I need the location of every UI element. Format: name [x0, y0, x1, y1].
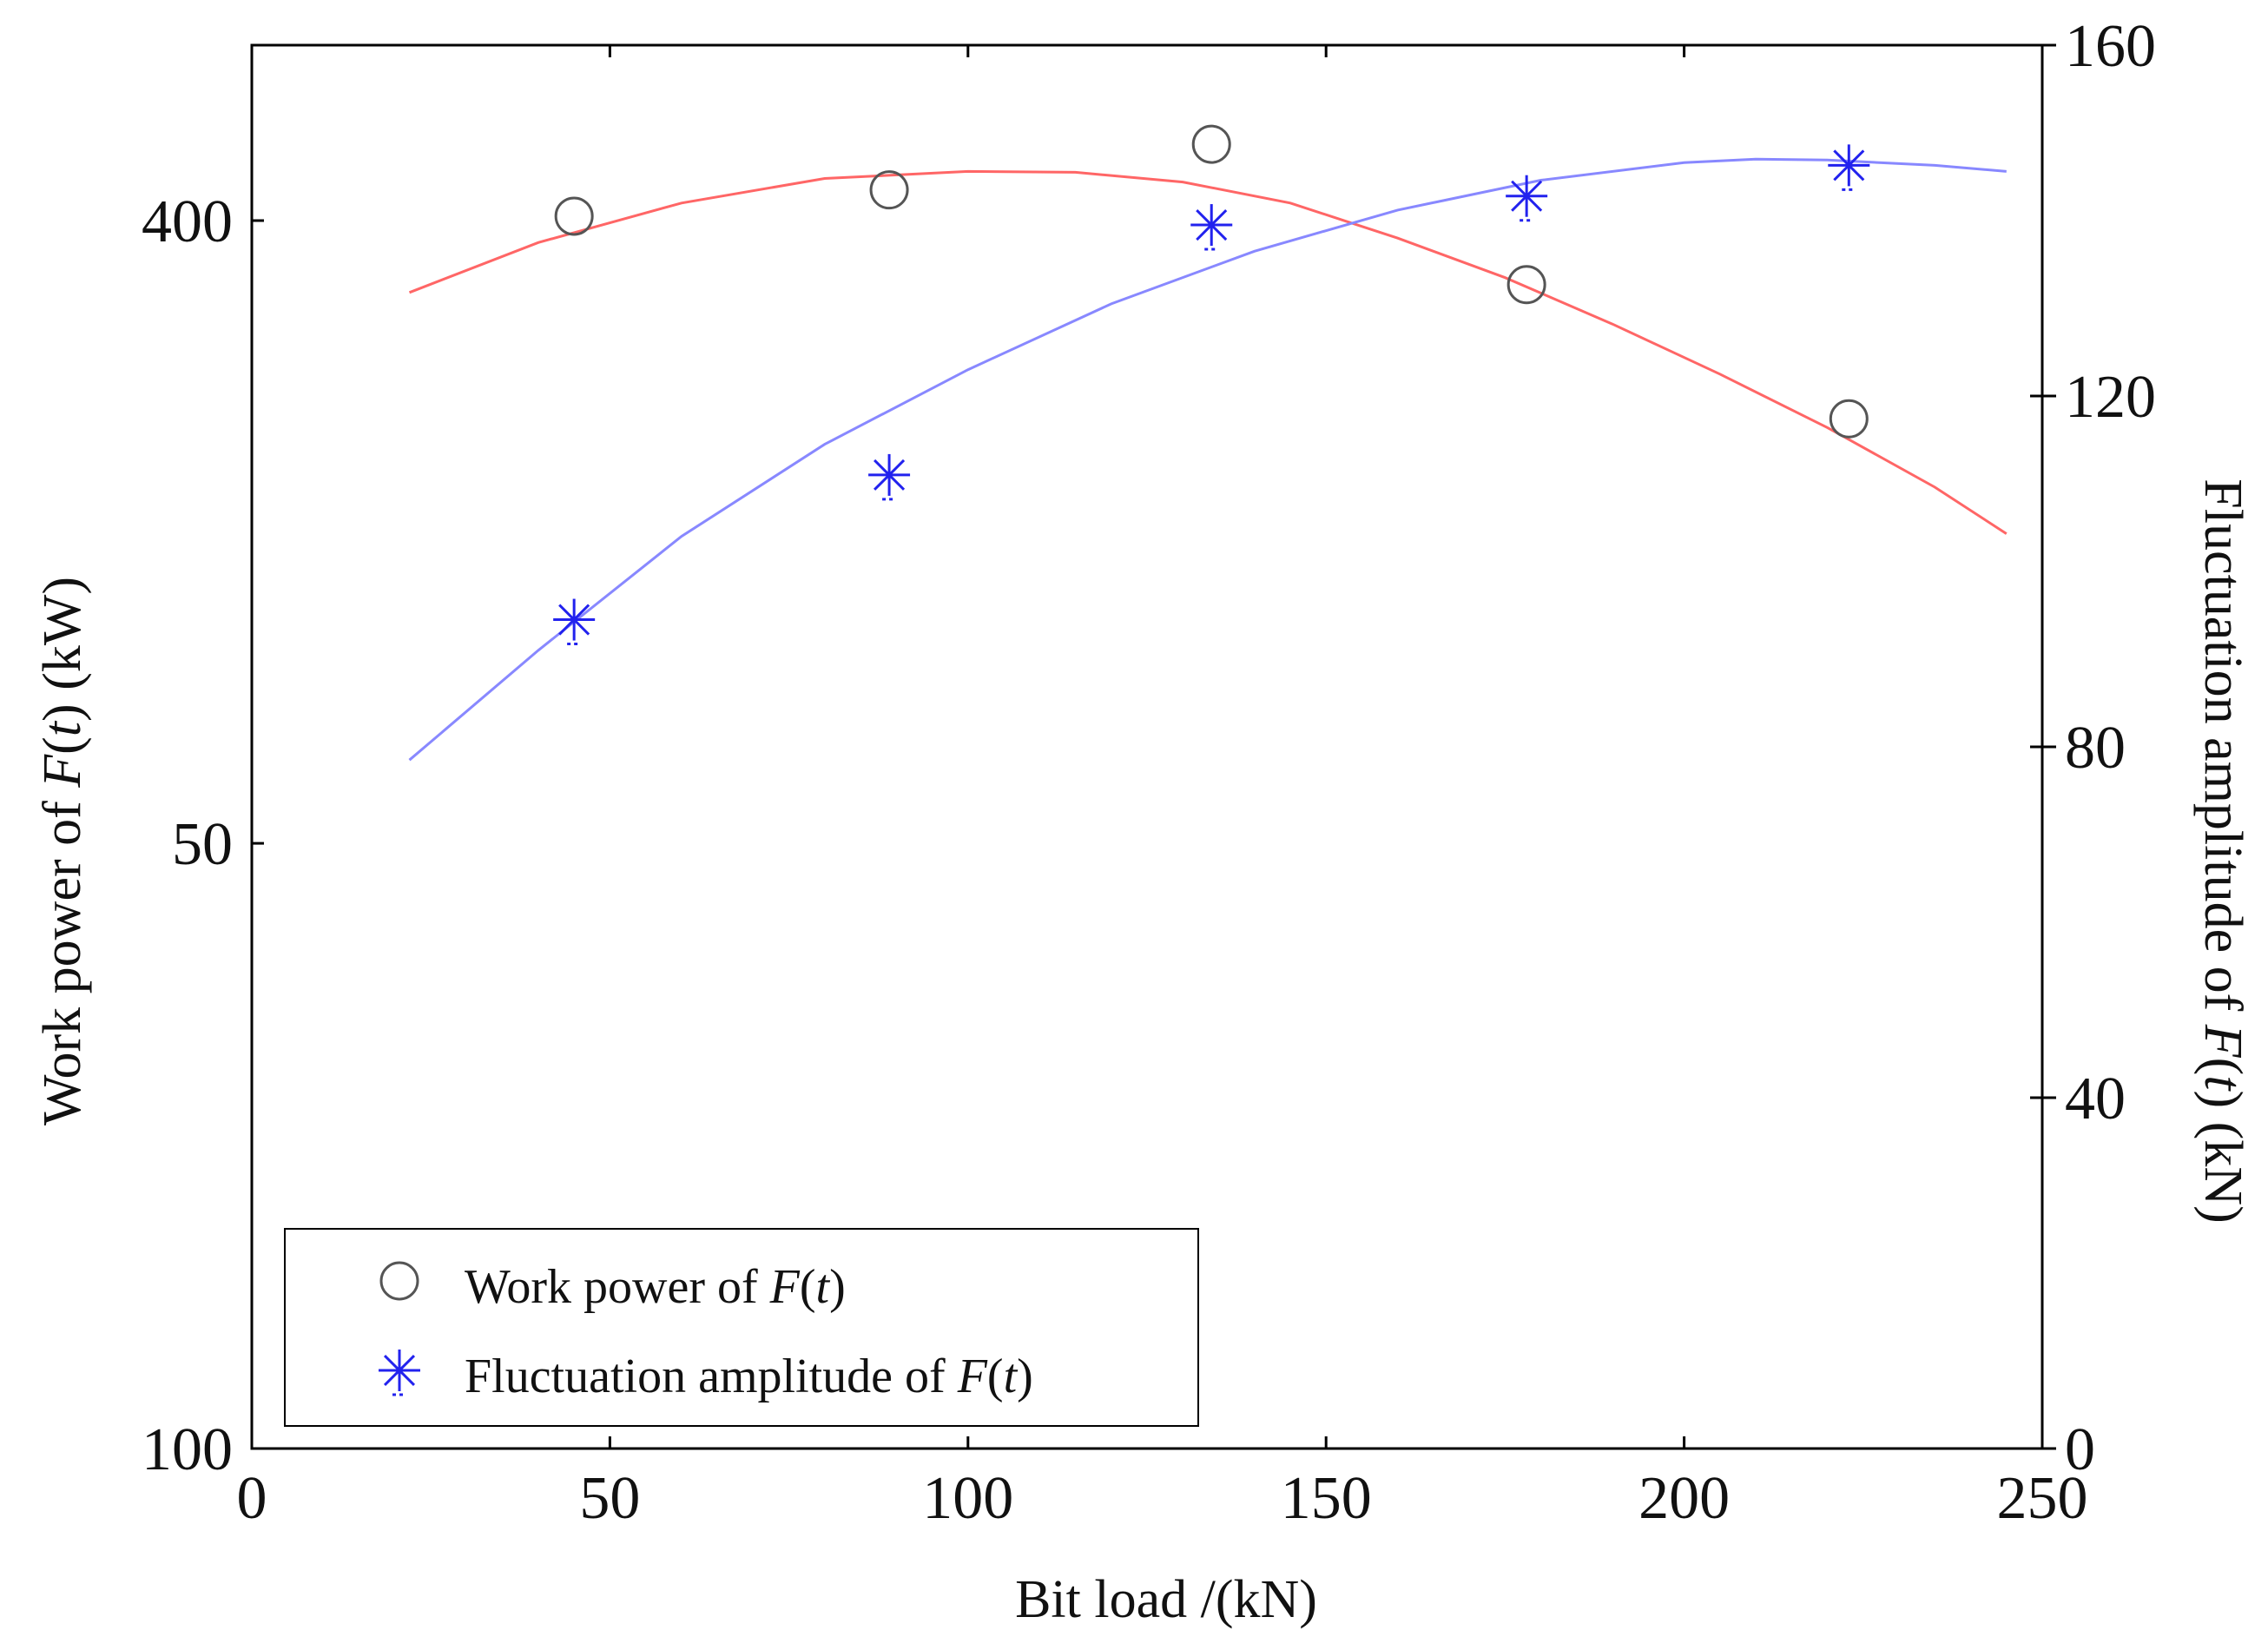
asterisk-stroke [1196, 209, 1228, 241]
y-right-tick-label: 0 [2065, 1416, 2095, 1483]
x-tick-label: 50 [579, 1465, 640, 1532]
fit-curves [408, 157, 2008, 762]
asterisk-stroke [1511, 180, 1543, 212]
x-tick-label: 0 [237, 1465, 267, 1532]
asterisk-stroke [383, 1354, 416, 1387]
y-right-tick-label: 40 [2065, 1066, 2126, 1132]
y-right-tick-label: 80 [2065, 715, 2126, 782]
y-left-tick-label: 400 [142, 188, 233, 255]
x-axis-label: Bit load /(kN) [1015, 1570, 1317, 1629]
legend-box [284, 1228, 1199, 1427]
y-right-tick-label: 160 [2065, 13, 2156, 80]
x-tick-label: 200 [1638, 1465, 1730, 1532]
y-left-tick-label: 50 [172, 811, 233, 878]
x-tick-label: 250 [1997, 1465, 2088, 1532]
fluctuation-point [1828, 144, 1870, 191]
fluctuation-fit-line [408, 157, 2007, 762]
work-power-point [1829, 399, 1869, 439]
asterisk-stroke [1833, 149, 1865, 182]
asterisk-stroke [874, 459, 906, 491]
y-axis-left-label: Work power of F(t) (kW) [33, 577, 92, 1125]
work-power-point [1191, 124, 1231, 164]
legend-label-fluctuation: Fluctuation amplitude of F(t) [465, 1350, 1033, 1403]
work-power-point [869, 170, 909, 210]
work-power-point [554, 196, 594, 236]
asterisk-stroke [558, 604, 590, 636]
fluctuation-point [553, 598, 596, 646]
data-markers [553, 124, 1870, 646]
y-right-tick-label: 120 [2065, 364, 2156, 431]
y-left-tick-label: 100 [142, 1416, 233, 1483]
legend-asterisk-icon [379, 1350, 420, 1396]
x-tick-label: 150 [1281, 1465, 1372, 1532]
fluctuation-point [868, 453, 911, 501]
work-power-point [1507, 265, 1546, 305]
work-power-fit-line [408, 169, 2008, 535]
legend-circle-icon [379, 1261, 419, 1301]
legend: Work power of F(t) Fluctuation amplitude … [284, 1228, 1199, 1427]
legend-label-work-power: Work power of F(t) [465, 1260, 846, 1314]
fluctuation-point [1190, 204, 1233, 251]
fluctuation-point [1506, 175, 1548, 222]
x-tick-label: 100 [922, 1465, 1013, 1532]
y-axis-right-label: Fluctuation amplitude of F(t) (kN) [2193, 478, 2252, 1224]
